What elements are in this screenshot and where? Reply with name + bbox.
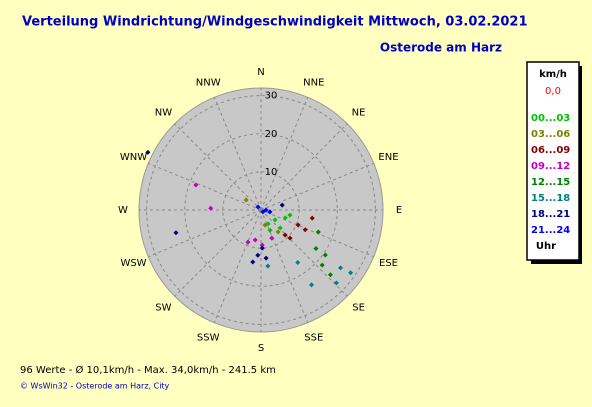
data-point — [315, 229, 321, 235]
data-point — [259, 245, 265, 251]
spoke — [213, 209, 262, 323]
data-point — [295, 259, 301, 265]
legend-entry: 21...24 — [531, 225, 570, 236]
direction-label: E — [396, 205, 402, 216]
data-point — [255, 204, 261, 210]
direction-label: SW — [155, 303, 171, 314]
data-point — [333, 280, 339, 286]
spoke — [260, 123, 348, 211]
direction-label: NNW — [196, 78, 221, 89]
chart-title: Verteilung Windrichtung/Windgeschwindigk… — [22, 15, 528, 30]
data-point — [302, 227, 308, 233]
direction-label: SE — [352, 303, 365, 314]
legend-entry: 09...12 — [531, 161, 570, 172]
spoke — [260, 162, 374, 211]
data-point — [287, 212, 293, 218]
data-point — [267, 227, 273, 233]
data-point — [145, 149, 151, 155]
direction-label: W — [118, 205, 128, 216]
spoke — [260, 97, 309, 211]
legend-entry: 18...21 — [531, 209, 570, 220]
grid-ring — [222, 171, 300, 249]
data-point — [327, 272, 333, 278]
data-point — [260, 209, 266, 215]
data-point — [319, 262, 325, 268]
spoke — [260, 209, 348, 297]
data-point — [243, 197, 249, 203]
data-point — [267, 209, 273, 215]
legend-box — [526, 61, 580, 261]
data-point — [309, 215, 315, 221]
data-point — [282, 215, 288, 221]
grid-ring — [146, 95, 376, 325]
direction-label: WNW — [120, 152, 147, 163]
spoke — [260, 209, 309, 323]
data-point — [338, 265, 344, 271]
spoke — [174, 209, 262, 297]
legend-entry: 12...15 — [531, 177, 570, 188]
r-tick-label: 10 — [265, 167, 278, 178]
data-point — [322, 252, 328, 258]
data-point — [269, 235, 275, 241]
data-point — [208, 205, 214, 211]
legend-entry: 03...06 — [531, 129, 570, 140]
data-point — [313, 245, 319, 251]
legend-footer: Uhr — [536, 241, 556, 252]
data-point — [263, 255, 269, 261]
direction-label: SSE — [304, 332, 323, 343]
direction-label: ESE — [379, 258, 398, 269]
legend-shadow — [579, 66, 582, 264]
direction-label: NE — [352, 107, 366, 118]
data-point — [250, 259, 256, 265]
legend-calm: 0,0 — [545, 86, 561, 97]
data-point — [262, 222, 268, 228]
r-tick-label: 20 — [265, 129, 278, 140]
direction-label: NNE — [303, 78, 324, 89]
data-point — [259, 242, 265, 248]
data-point — [277, 225, 283, 231]
legend-entry: 06...09 — [531, 145, 570, 156]
direction-label: WSW — [120, 258, 146, 269]
spoke — [213, 97, 262, 211]
legend-title: km/h — [539, 69, 567, 80]
legend-entry: 00...03 — [531, 113, 570, 124]
chart-subtitle: Osterode am Harz — [380, 41, 502, 55]
data-point — [287, 235, 293, 241]
data-point — [272, 217, 278, 223]
footer: © WsWin32 - Osterode am Harz, City — [20, 382, 170, 391]
legend-shadow — [531, 260, 582, 264]
data-point — [255, 252, 261, 258]
data-point — [173, 230, 179, 236]
r-tick-label: 30 — [265, 91, 278, 102]
legend-entry: 15...18 — [531, 193, 570, 204]
data-point — [245, 239, 251, 245]
summary: 96 Werte - Ø 10,1km/h - Max. 34,0km/h - … — [20, 364, 276, 376]
direction-label: N — [257, 67, 264, 78]
data-point — [282, 232, 288, 238]
data-point — [193, 182, 199, 188]
spoke — [148, 162, 262, 211]
spoke — [148, 209, 262, 258]
direction-label: ENE — [378, 152, 398, 163]
data-point — [265, 263, 271, 269]
direction-label: SSW — [197, 332, 220, 343]
direction-label: S — [258, 343, 264, 354]
spoke — [174, 123, 262, 211]
data-point — [348, 270, 354, 276]
data-point — [309, 282, 315, 288]
grid-ring — [184, 133, 338, 287]
data-point — [275, 229, 281, 235]
data-point — [279, 202, 285, 208]
direction-label: NW — [155, 107, 172, 118]
data-point — [252, 237, 258, 243]
data-point — [295, 222, 301, 228]
